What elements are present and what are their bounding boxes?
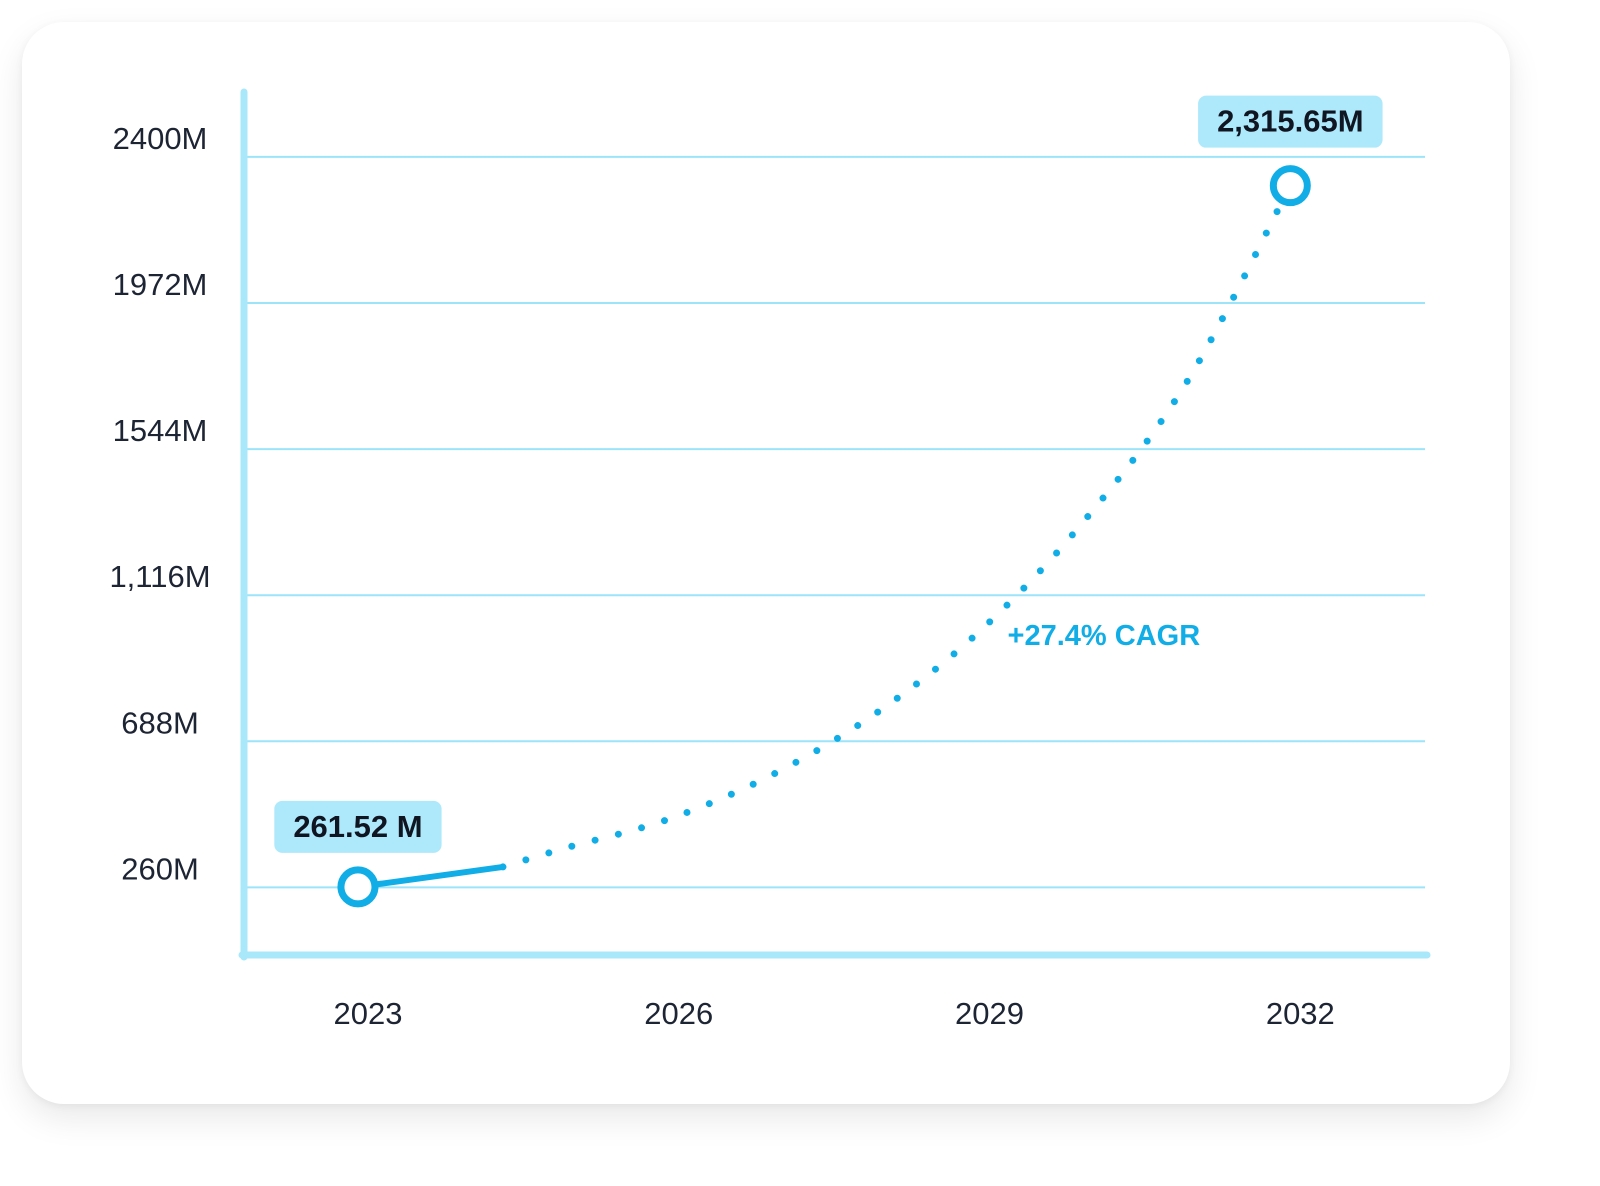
value-badge-label: 261.52 M	[293, 809, 422, 844]
point-marker	[337, 866, 379, 908]
annotations: +27.4% CAGR	[1008, 620, 1201, 652]
axes	[238, 88, 1431, 961]
highlighted-points: 261.52 M 2,315.65M	[274, 95, 1383, 908]
value-badge-background	[1198, 95, 1383, 148]
y-tick-labels: 260M 688M 1,116M 1544M 1972M 2400M	[109, 121, 210, 887]
y-tick-label: 260M	[121, 851, 199, 886]
y-tick-label: 688M	[121, 705, 199, 740]
x-tick-label: 2032	[1266, 996, 1335, 1031]
y-tick-label: 1544M	[113, 413, 208, 448]
gridlines	[244, 155, 1425, 889]
y-tick-label: 1,116M	[109, 559, 210, 594]
value-badge-background	[274, 800, 442, 853]
chart-card	[22, 22, 1510, 1104]
y-tick-label: 2400M	[113, 121, 208, 156]
y-tick-label: 1972M	[113, 267, 208, 302]
actual-line	[354, 863, 506, 890]
x-tick-label: 2023	[333, 996, 402, 1031]
value-badge: 261.52 M	[274, 800, 442, 853]
series	[354, 182, 1294, 890]
x-tick-labels: 2023 2026 2029 2032	[333, 996, 1334, 1031]
projection-line	[499, 182, 1294, 871]
x-tick-label: 2029	[955, 996, 1024, 1031]
x-tick-label: 2026	[644, 996, 713, 1031]
cagr-annotation: +27.4% CAGR	[1008, 620, 1201, 652]
value-badge-label: 2,315.65M	[1217, 104, 1364, 139]
value-badge: 2,315.65M	[1198, 95, 1383, 148]
point-marker	[1269, 165, 1311, 207]
